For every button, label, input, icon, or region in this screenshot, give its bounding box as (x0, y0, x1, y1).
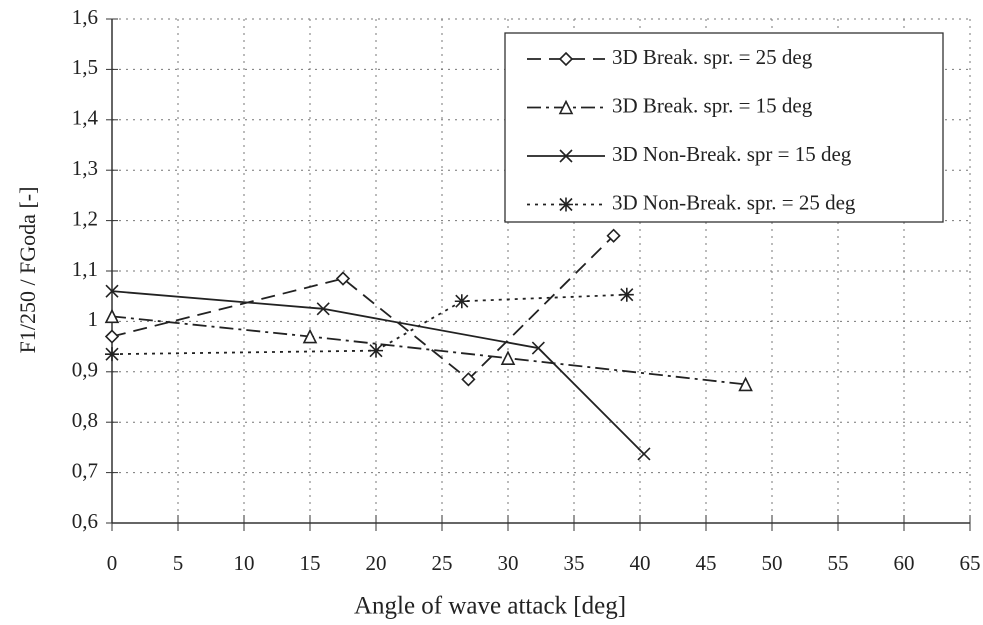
marker (558, 99, 574, 115)
x-tick-label: 40 (630, 551, 651, 575)
legend (504, 32, 944, 223)
y-tick-label: 1,1 (72, 257, 98, 281)
marker (606, 228, 621, 243)
x-tick-label: 0 (107, 551, 118, 575)
legend-label: 3D Non-Break. spr. = 25 deg (612, 190, 856, 214)
y-tick-label: 0,7 (72, 458, 98, 482)
marker (559, 149, 573, 163)
y-tick-label: 1,2 (72, 206, 98, 230)
y-tick-label: 1,5 (72, 55, 98, 79)
marker (369, 343, 383, 358)
legend-label: 3D Break. spr. = 15 deg (612, 93, 813, 117)
x-tick-label: 55 (828, 551, 849, 575)
marker (738, 376, 753, 392)
y-tick-label: 0,8 (72, 408, 98, 432)
marker (105, 347, 119, 362)
marker (531, 341, 545, 355)
marker (619, 287, 634, 302)
marker (559, 197, 573, 212)
marker (500, 350, 516, 365)
x-tick-label: 5 (173, 551, 184, 575)
x-tick-label: 35 (564, 551, 585, 575)
legend-label: 3D Break. spr. = 25 deg (612, 45, 813, 69)
x-tick-label: 10 (234, 551, 255, 575)
marker (454, 294, 469, 309)
series-line (111, 293, 627, 356)
marker (105, 284, 119, 298)
x-tick-label: 25 (432, 551, 453, 575)
marker (316, 302, 330, 316)
marker (335, 271, 351, 286)
x-tick-label: 30 (498, 551, 519, 575)
y-tick-label: 0,9 (72, 358, 98, 382)
x-axis-label: Angle of wave attack [deg] (354, 593, 626, 620)
x-tick-label: 45 (696, 551, 717, 575)
marker (637, 447, 651, 461)
y-tick-label: 1,3 (72, 156, 98, 180)
y-tick-label: 1,4 (72, 106, 99, 130)
y-tick-label: 1 (88, 307, 99, 331)
legend-label: 3D Non-Break. spr = 15 deg (612, 142, 852, 166)
marker (558, 51, 574, 67)
y-tick-label: 0,6 (72, 509, 98, 533)
series-line (111, 315, 746, 386)
x-tick-label: 60 (894, 551, 915, 575)
series-line (111, 235, 615, 381)
x-tick-label: 50 (762, 551, 783, 575)
y-axis-label: F1/250 / FGoda [-] (15, 187, 40, 354)
marker (302, 328, 318, 344)
marker (104, 329, 120, 344)
marker (104, 308, 120, 324)
marker (461, 372, 476, 387)
x-tick-label: 20 (366, 551, 387, 575)
series-line (111, 290, 645, 455)
x-tick-label: 15 (300, 551, 321, 575)
x-tick-label: 65 (960, 551, 981, 575)
y-tick-label: 1,6 (72, 5, 98, 29)
